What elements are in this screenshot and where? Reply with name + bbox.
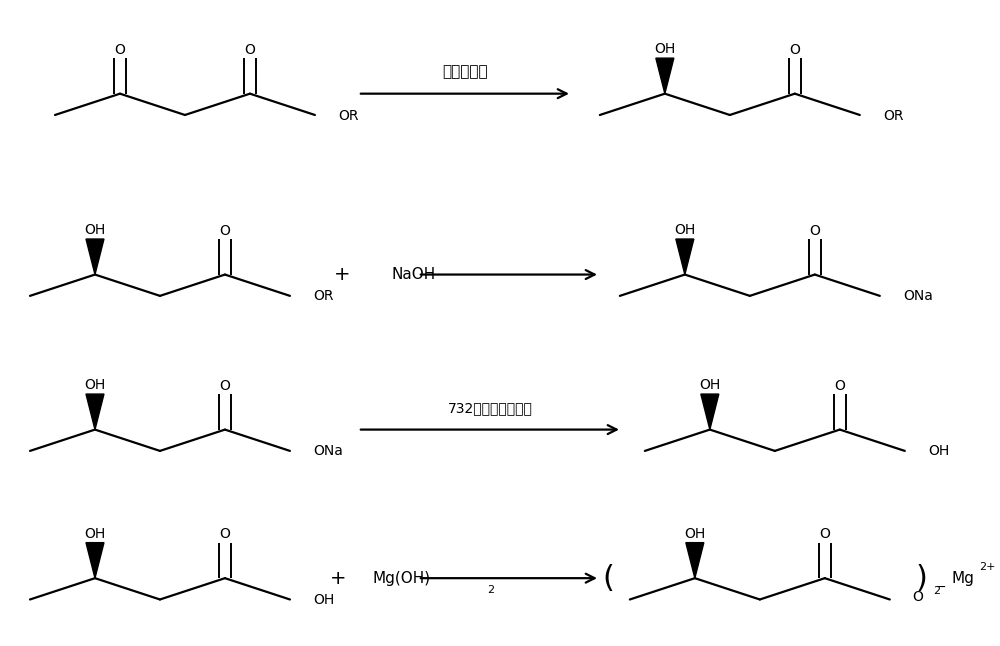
Text: (: ( — [602, 564, 614, 592]
Text: O: O — [912, 590, 923, 604]
Text: OH: OH — [929, 444, 950, 459]
Text: ONa: ONa — [314, 444, 344, 459]
Polygon shape — [86, 239, 104, 275]
Text: 不对称氢化: 不对称氢化 — [442, 65, 488, 79]
Text: 2: 2 — [487, 585, 494, 595]
Text: O: O — [834, 379, 845, 393]
Text: O: O — [789, 43, 800, 57]
Text: +: + — [330, 568, 346, 588]
Text: O: O — [220, 379, 230, 393]
Text: Mg(OH): Mg(OH) — [373, 570, 431, 586]
Text: O: O — [115, 43, 125, 57]
Text: OH: OH — [84, 378, 106, 392]
Text: OH: OH — [674, 223, 695, 237]
Polygon shape — [86, 394, 104, 430]
Polygon shape — [676, 239, 694, 275]
Text: O: O — [245, 43, 255, 57]
Text: Mg: Mg — [952, 570, 975, 586]
Text: OH: OH — [684, 526, 705, 541]
Polygon shape — [701, 394, 719, 430]
Text: OR: OR — [314, 289, 334, 304]
Text: OH: OH — [84, 223, 106, 237]
Text: OH: OH — [84, 526, 106, 541]
Text: ): ) — [916, 564, 928, 592]
Polygon shape — [656, 58, 674, 94]
Text: +: + — [334, 265, 350, 284]
Polygon shape — [86, 543, 104, 578]
Text: O: O — [220, 527, 230, 541]
Text: OR: OR — [884, 109, 904, 123]
Text: O: O — [819, 527, 830, 541]
Text: O: O — [809, 224, 820, 238]
Polygon shape — [686, 543, 704, 578]
Text: OH: OH — [654, 42, 675, 56]
Text: O: O — [220, 224, 230, 238]
Text: OH: OH — [314, 593, 335, 607]
Text: 732阳离子交换树脂: 732阳离子交换树脂 — [447, 401, 532, 415]
Text: OR: OR — [339, 109, 359, 123]
Text: −: − — [936, 581, 946, 594]
Text: 2+: 2+ — [979, 561, 995, 572]
Text: OH: OH — [699, 378, 720, 392]
Text: 2: 2 — [933, 586, 940, 596]
Text: NaOH: NaOH — [392, 267, 436, 282]
Text: ONa: ONa — [904, 289, 933, 304]
